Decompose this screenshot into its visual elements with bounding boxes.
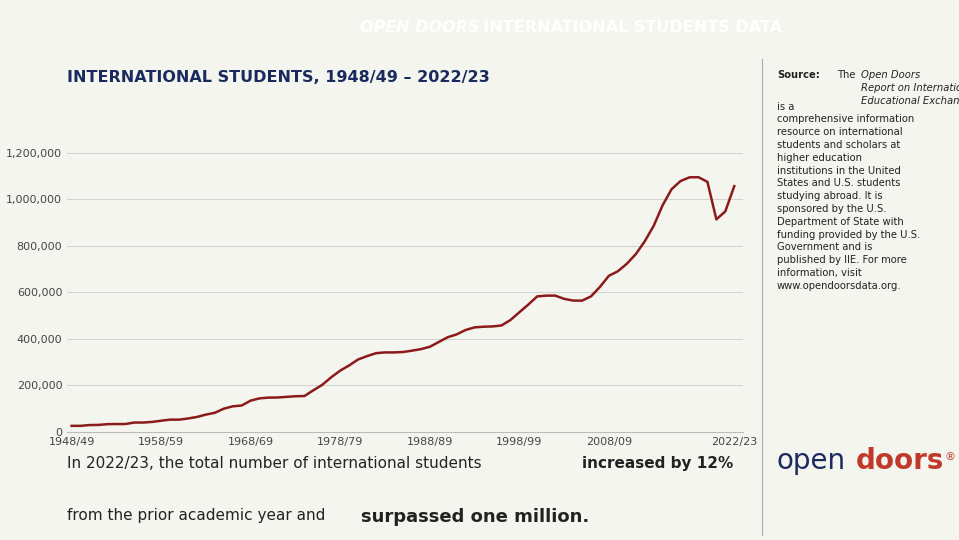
Text: INTERNATIONAL STUDENTS, 1948/49 – 2022/23: INTERNATIONAL STUDENTS, 1948/49 – 2022/2… bbox=[67, 70, 490, 85]
Text: is a
comprehensive information
resource on international
students and scholars a: is a comprehensive information resource … bbox=[777, 102, 920, 291]
Text: increased by 12%: increased by 12% bbox=[582, 456, 734, 471]
Text: doors: doors bbox=[855, 447, 944, 475]
Text: from the prior academic year and: from the prior academic year and bbox=[67, 508, 331, 523]
Text: Source:: Source: bbox=[777, 70, 820, 80]
Text: Open Doors
Report on International
Educational Exchange: Open Doors Report on International Educa… bbox=[861, 70, 959, 106]
Text: open: open bbox=[777, 447, 846, 475]
Text: In 2022/23, the total number of international students: In 2022/23, the total number of internat… bbox=[67, 456, 486, 471]
Text: OPEN DOORS: OPEN DOORS bbox=[360, 19, 480, 35]
Text: The: The bbox=[837, 70, 859, 80]
Text: surpassed one million.: surpassed one million. bbox=[361, 508, 589, 525]
Text: INTERNATIONAL STUDENTS DATA: INTERNATIONAL STUDENTS DATA bbox=[480, 19, 782, 35]
Text: ®: ® bbox=[945, 451, 955, 462]
